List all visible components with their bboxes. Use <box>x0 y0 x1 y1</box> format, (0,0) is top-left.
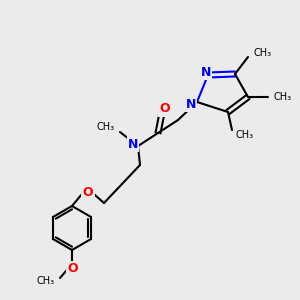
Text: CH₃: CH₃ <box>37 276 55 286</box>
Text: N: N <box>186 98 196 110</box>
Text: CH₃: CH₃ <box>273 92 291 102</box>
Text: CH₃: CH₃ <box>235 130 253 140</box>
Text: O: O <box>68 262 78 275</box>
Text: O: O <box>160 103 170 116</box>
Text: N: N <box>201 65 211 79</box>
Text: CH₃: CH₃ <box>97 122 115 132</box>
Text: N: N <box>128 137 138 151</box>
Text: CH₃: CH₃ <box>253 48 271 58</box>
Text: O: O <box>83 185 93 199</box>
